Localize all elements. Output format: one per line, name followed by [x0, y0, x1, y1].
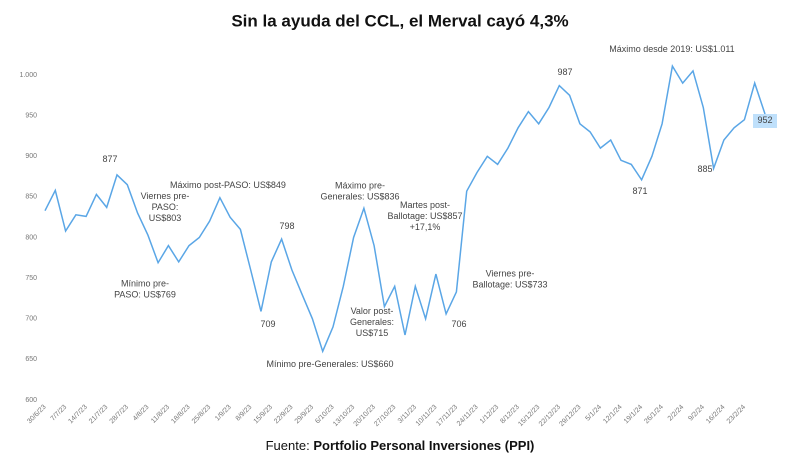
- x-tick-label: 14/7/23: [67, 404, 89, 426]
- annotation-line: 706: [451, 319, 466, 329]
- x-tick-label: 4/8/23: [132, 404, 151, 423]
- x-tick-label: 16/2/24: [705, 404, 727, 426]
- x-tick-label: 29/9/23: [294, 404, 316, 426]
- annotation-line: Martes post-: [400, 200, 450, 210]
- x-tick-label: 30/6/23: [26, 404, 48, 426]
- y-tick-label: 700: [25, 316, 37, 323]
- annotation-line: 952: [757, 115, 772, 125]
- annotation: 798: [279, 221, 294, 231]
- annotation: Máximo pre-Generales: US$836: [320, 181, 399, 202]
- y-tick-label: 600: [25, 397, 37, 404]
- source-label: Fuente:: [266, 438, 310, 453]
- annotation-line: US$715: [356, 328, 389, 338]
- x-tick-label: 17/11/23: [435, 404, 459, 428]
- y-tick-label: 850: [25, 194, 37, 201]
- x-tick-label: 1/12/23: [479, 404, 501, 426]
- x-tick-label: 9/2/24: [687, 404, 706, 423]
- annotation: 885: [697, 164, 712, 174]
- annotation: Mínimo pre-PASO: US$769: [114, 279, 176, 300]
- x-tick-label: 2/2/24: [667, 404, 686, 423]
- annotation-line: Máximo pre-: [335, 181, 385, 191]
- annotation-line: Ballotage: US$857: [387, 211, 462, 221]
- annotation: 952: [757, 115, 772, 125]
- annotation-line: 885: [697, 164, 712, 174]
- x-tick-label: 29/12/23: [558, 404, 582, 428]
- x-tick-label: 8/9/23: [235, 404, 254, 423]
- annotation-line: Mínimo pre-Generales: US$660: [266, 359, 393, 369]
- annotation-line: +17,1%: [410, 222, 441, 232]
- y-tick-label: 950: [25, 112, 37, 119]
- annotation-line: 798: [279, 221, 294, 231]
- x-tick-label: 5/1/24: [584, 404, 603, 423]
- annotation: 987: [557, 67, 572, 77]
- annotation: Mínimo pre-Generales: US$660: [266, 359, 393, 369]
- x-tick-label: 26/1/24: [643, 404, 665, 426]
- annotation: Martes post-Ballotage: US$857 +17,1%: [387, 200, 462, 232]
- annotation-line: Generales:: [350, 317, 394, 327]
- x-tick-label: 27/10/23: [373, 404, 397, 428]
- annotation: Máximo desde 2019: US$1.011: [609, 44, 734, 54]
- annotation-line: 987: [557, 67, 572, 77]
- annotation: Viernes pre-Ballotage: US$733: [472, 269, 547, 290]
- source: Fuente: Portfolio Personal Inversiones (…: [266, 438, 535, 453]
- annotation-line: Viernes pre-: [141, 191, 190, 201]
- annotation-line: Mínimo pre-: [121, 279, 169, 289]
- annotation: 709: [260, 319, 275, 329]
- annotation: Viernes pre-PASO: US$803: [141, 191, 190, 223]
- x-tick-label: 22/9/23: [273, 404, 295, 426]
- annotation-line: Generales: US$836: [320, 192, 399, 202]
- x-tick-label: 15/9/23: [253, 404, 275, 426]
- x-tick-label: 19/1/24: [623, 404, 645, 426]
- annotation-line: Viernes pre-: [486, 269, 535, 279]
- annotation-line: PASO: US$769: [114, 290, 176, 300]
- y-tick-label: 900: [25, 153, 37, 160]
- annotation: 877: [102, 154, 117, 164]
- x-tick-label: 1/9/23: [214, 404, 233, 423]
- annotation-line: Valor post-: [351, 306, 394, 316]
- annotation-line: PASO:: [152, 202, 179, 212]
- annotation: Máximo post-PASO: US$849: [170, 180, 286, 190]
- annotation-line: 709: [260, 319, 275, 329]
- x-tick-label: 12/1/24: [602, 404, 624, 426]
- annotation: 871: [632, 186, 647, 196]
- x-tick-label: 25/8/23: [191, 404, 213, 426]
- annotation: Valor post-Generales: US$715: [350, 306, 394, 338]
- y-tick-label: 650: [25, 356, 37, 363]
- x-tick-label: 7/7/23: [50, 404, 69, 423]
- annotation-line: 871: [632, 186, 647, 196]
- y-tick-label: 750: [25, 275, 37, 282]
- annotation: 706: [451, 319, 466, 329]
- x-tick-label: 18/8/23: [170, 404, 192, 426]
- x-tick-label: 28/7/23: [109, 404, 131, 426]
- value-badge: [753, 114, 777, 128]
- x-tick-label: 10/11/23: [415, 404, 439, 428]
- x-tick-label: 24/11/23: [456, 404, 480, 428]
- line-series: [44, 64, 766, 354]
- x-tick-label: 21/7/23: [88, 404, 110, 426]
- x-tick-label: 23/2/24: [726, 404, 748, 426]
- source-name: Portfolio Personal Inversiones (PPI): [313, 438, 534, 453]
- annotation-line: Ballotage: US$733: [472, 280, 547, 290]
- chart-title: Sin la ayuda del CCL, el Merval cayó 4,3…: [231, 11, 568, 30]
- x-tick-label: 11/8/23: [150, 404, 171, 425]
- annotation-line: US$803: [149, 213, 182, 223]
- y-tick-label: 1.000: [19, 72, 37, 79]
- y-tick-label: 800: [25, 234, 37, 241]
- annotation-line: Máximo post-PASO: US$849: [170, 180, 286, 190]
- annotation-line: 877: [102, 154, 117, 164]
- annotation-line: Máximo desde 2019: US$1.011: [609, 44, 734, 54]
